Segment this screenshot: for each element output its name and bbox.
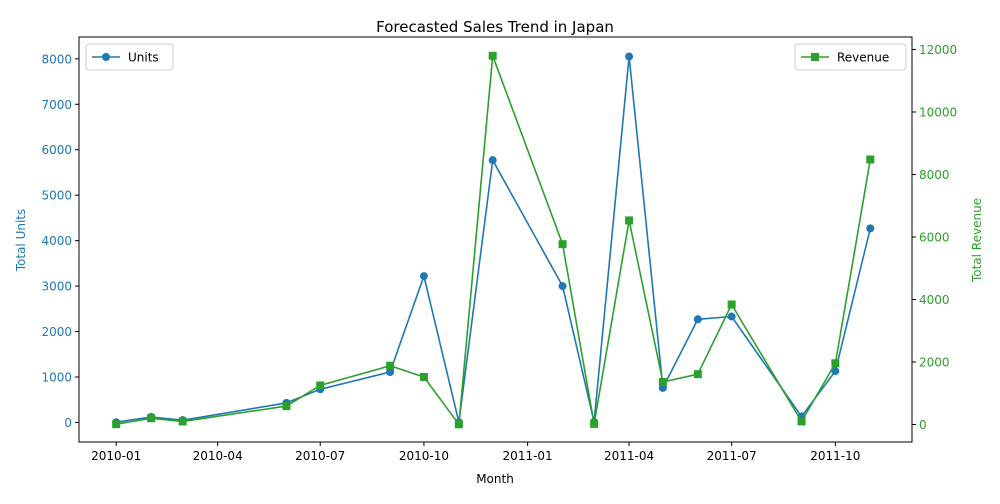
y-axis-right-label: Total Revenue — [970, 198, 984, 283]
y-right-tick-label: 2000 — [919, 356, 950, 370]
series-revenue-point — [147, 414, 156, 423]
plot-frame — [78, 36, 913, 443]
series-units-point — [727, 312, 736, 321]
y-right-tick-label: 4000 — [919, 293, 950, 307]
series-revenue-point — [831, 359, 840, 368]
y-left-tick-label: 1000 — [41, 371, 72, 385]
series-revenue-point — [625, 216, 634, 225]
y-left-tick-label: 3000 — [41, 280, 72, 294]
series-revenue-point — [454, 420, 463, 429]
x-tick-label: 2010-04 — [193, 449, 243, 463]
x-tick-label: 2011-07 — [707, 449, 757, 463]
legend-revenue-marker — [811, 53, 819, 61]
series-revenue-point — [658, 378, 667, 386]
series-revenue-point — [316, 381, 325, 390]
legend-units-marker — [102, 53, 110, 61]
y-left-tick-label: 8000 — [41, 52, 72, 66]
y-right-tick-label: 8000 — [919, 168, 950, 182]
series-units-point — [558, 282, 567, 291]
series-revenue-point — [693, 370, 702, 379]
y-left-tick-label: 2000 — [41, 325, 72, 339]
series-units-point — [488, 156, 497, 165]
series-revenue-point — [386, 361, 395, 370]
legend-revenue-label: Revenue — [837, 51, 889, 65]
series-revenue-point — [112, 420, 121, 429]
series-units-point — [866, 224, 875, 233]
y-left-tick-label: 6000 — [41, 143, 72, 157]
y-right-tick-label: 0 — [919, 418, 927, 432]
series-revenue-point — [419, 373, 428, 381]
x-tick-label: 2010-01 — [91, 449, 141, 463]
series-revenue-point — [282, 402, 291, 411]
legend-revenue: Revenue — [794, 43, 907, 71]
series-revenue-point — [727, 300, 736, 309]
y-right-tick-label: 6000 — [919, 231, 950, 245]
x-tick-label: 2011-01 — [503, 449, 553, 463]
series-units-point — [386, 368, 395, 376]
series-revenue-line — [116, 54, 872, 426]
legend-units-box — [85, 43, 174, 71]
legend-units-label: Units — [128, 51, 159, 65]
y-right-tick-label: 12000 — [919, 43, 957, 57]
series-units-line — [116, 55, 872, 424]
series-units-point — [625, 52, 634, 61]
x-tick-label: 2010-07 — [295, 449, 345, 463]
series-revenue-point — [797, 417, 806, 426]
series-units-point — [419, 272, 428, 281]
y-left-tick-label: 4000 — [41, 234, 72, 248]
series-revenue-point — [866, 155, 875, 164]
series-revenue-point — [488, 51, 497, 60]
chart-title: Forecasted Sales Trend in Japan — [376, 18, 614, 36]
x-tick-label: 2010-10 — [399, 449, 449, 463]
x-tick-label: 2011-10 — [810, 449, 860, 463]
series-revenue-point — [558, 240, 567, 249]
y-left-tick-label: 0 — [64, 416, 72, 430]
series-units-point — [831, 367, 840, 376]
legend-revenue-box — [794, 43, 907, 71]
series-units-point — [693, 315, 702, 324]
y-axis-left-label: Total Units — [14, 209, 28, 273]
series-revenue-point — [590, 419, 599, 428]
legend-units: Units — [85, 43, 174, 71]
x-axis-label: Month — [476, 472, 514, 486]
plot-area: 2010-01 2010-04 2010-07 2010-10 2011-01 2011-… — [41, 43, 957, 463]
x-tick-label: 2011-04 — [604, 449, 654, 463]
y-right-tick-label: 10000 — [919, 106, 957, 120]
y-left-tick-label: 7000 — [41, 98, 72, 112]
series-revenue-point — [178, 417, 187, 426]
y-left-tick-label: 5000 — [41, 189, 72, 203]
